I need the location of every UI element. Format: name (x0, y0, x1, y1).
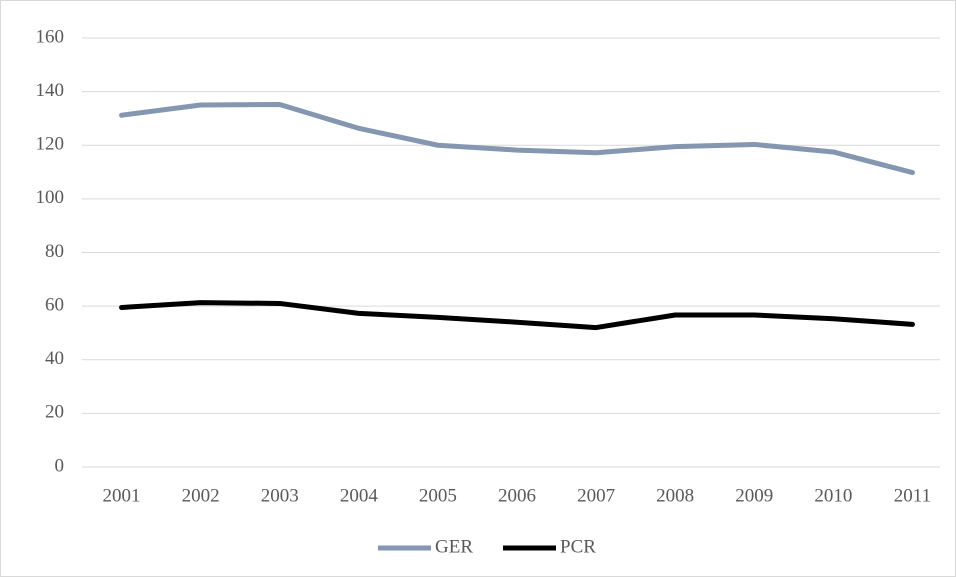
x-tick-label: 2006 (498, 485, 536, 506)
y-tick-label: 80 (45, 241, 64, 262)
legend-label: PCR (560, 536, 596, 557)
y-tick-label: 120 (36, 134, 65, 155)
y-tick-label: 140 (36, 80, 65, 101)
y-tick-label: 60 (45, 294, 64, 315)
x-tick-label: 2003 (261, 485, 299, 506)
x-tick-label: 2011 (894, 485, 931, 506)
legend-label: GER (435, 536, 473, 557)
x-tick-label: 2004 (340, 485, 379, 506)
y-tick-label: 0 (55, 455, 65, 476)
y-tick-label: 20 (45, 402, 64, 423)
x-tick-label: 2008 (656, 485, 694, 506)
y-tick-label: 100 (36, 187, 65, 208)
x-tick-label: 2005 (419, 485, 457, 506)
x-tick-label: 2007 (577, 485, 615, 506)
x-tick-label: 2002 (182, 485, 220, 506)
y-tick-label: 40 (45, 348, 64, 369)
x-tick-label: 2009 (735, 485, 773, 506)
x-tick-label: 2001 (103, 485, 141, 506)
y-tick-label: 160 (36, 26, 65, 47)
series-line (119, 101, 915, 176)
x-tick-label: 2010 (814, 485, 852, 506)
series-line (119, 300, 915, 331)
